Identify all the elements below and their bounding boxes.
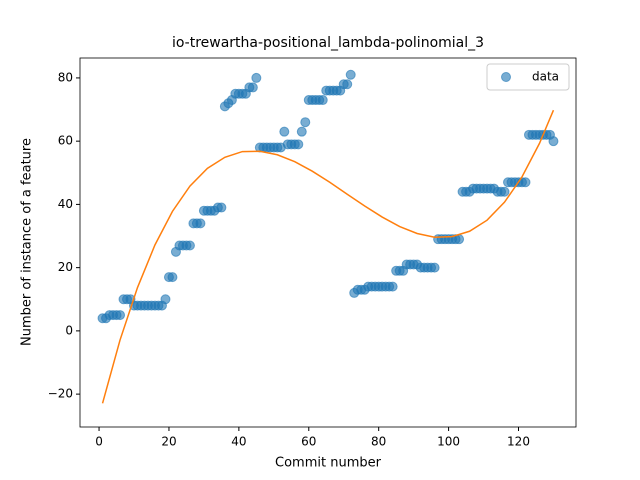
- y-axis-label: Number of instance of a feature: [20, 138, 35, 346]
- data-point: [251, 72, 262, 83]
- y-tick-label: 60: [58, 134, 73, 148]
- data-point: [429, 262, 440, 273]
- legend-marker: [501, 72, 511, 82]
- y-tick-label: 20: [58, 260, 73, 274]
- legend-label: data: [532, 70, 559, 84]
- data-point: [387, 281, 398, 292]
- data-point: [499, 186, 510, 197]
- data-point: [115, 310, 126, 321]
- x-tick-label: 40: [231, 435, 246, 449]
- x-tick-label: 120: [507, 435, 530, 449]
- data-point: [279, 126, 290, 137]
- data-point: [195, 218, 206, 229]
- data-point: [317, 95, 328, 106]
- data-point: [342, 79, 353, 90]
- x-tick-label: 80: [371, 435, 386, 449]
- data-point: [293, 139, 304, 150]
- data-point: [216, 202, 227, 213]
- y-tick-label: 40: [58, 197, 73, 211]
- data-point: [548, 136, 559, 147]
- chart-title: io-trewartha-positional_lambda-polinomia…: [172, 35, 484, 51]
- data-point: [345, 69, 356, 80]
- x-tick-label: 60: [301, 435, 316, 449]
- legend-box: [486, 63, 570, 91]
- x-tick-label: 100: [437, 435, 460, 449]
- data-point: [296, 126, 307, 137]
- y-tick-label: −20: [48, 387, 73, 401]
- x-axis-label: Commit number: [275, 456, 382, 471]
- data-point: [167, 272, 178, 283]
- x-tick-label: 20: [161, 435, 176, 449]
- data-point: [160, 294, 171, 305]
- data-point: [520, 177, 531, 188]
- data-point: [247, 82, 258, 93]
- fit-line: [101, 109, 555, 404]
- data-point: [184, 240, 195, 251]
- y-tick-label: 80: [58, 70, 73, 84]
- data-point: [300, 117, 311, 128]
- y-tick-label: 0: [65, 323, 73, 337]
- plot-frame: [79, 57, 577, 428]
- x-tick-label: 0: [95, 435, 103, 449]
